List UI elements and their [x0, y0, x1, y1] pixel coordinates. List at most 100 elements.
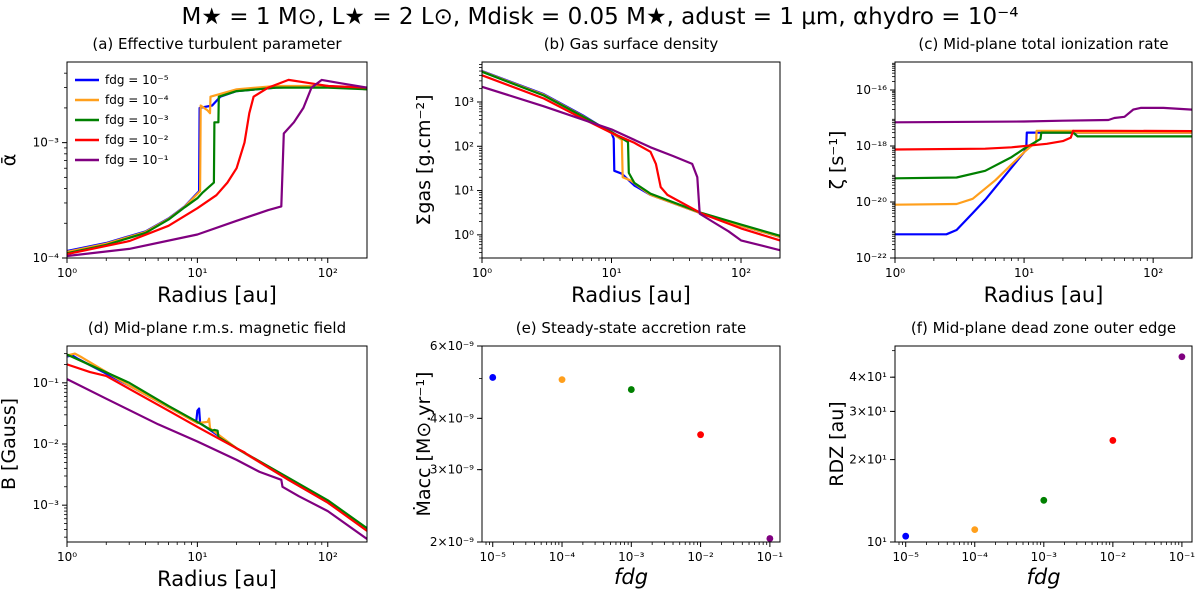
series-line-3 — [67, 78, 367, 256]
panel-a-frame — [66, 61, 368, 259]
x-tick-label: 10¹ — [1014, 266, 1034, 280]
panel-b-frame — [481, 61, 781, 259]
panel-e-title: (e) Steady-state accretion rate — [516, 319, 747, 337]
y-tick-label: 3×10¹ — [849, 404, 887, 418]
x-tick-label: 10⁻³ — [618, 550, 645, 564]
scatter-point-1 — [971, 526, 979, 533]
series-line-3 — [895, 129, 1192, 151]
x-tick-label: 10⁰ — [57, 266, 77, 280]
y-tick-label: 10³ — [454, 95, 474, 109]
x-tick-label: 10⁻⁴ — [962, 550, 989, 564]
series-line-4 — [67, 378, 367, 540]
scatter-point-0 — [902, 532, 910, 540]
panel-d-frame — [66, 345, 368, 543]
y-tick-label: 10⁻² — [33, 437, 60, 451]
panel-c-title: (c) Mid-plane total ionization rate — [918, 35, 1168, 53]
scatter-point-0 — [489, 374, 497, 381]
panel-b-title: (b) Gas surface density — [544, 35, 719, 53]
series-line-2 — [895, 131, 1192, 180]
series-line-4 — [67, 78, 367, 258]
scatter-point-3 — [1109, 437, 1117, 444]
legend-label: fdg = 10⁻⁵ — [105, 73, 169, 87]
x-tick-label: 10⁰ — [57, 550, 77, 564]
y-tick-label: 10⁻³ — [33, 136, 60, 150]
panel-a-ylabel: ᾱ — [0, 154, 20, 167]
x-tick-label: 10⁻² — [1100, 550, 1127, 564]
y-tick-label: 10¹ — [454, 184, 474, 198]
series-line-3 — [67, 363, 367, 532]
y-tick-label: 10⁻⁴ — [33, 251, 60, 265]
x-tick-label: 10⁰ — [885, 266, 905, 280]
x-tick-label: 10¹ — [187, 550, 207, 564]
panel-f-title: (f) Mid-plane dead zone outer edge — [911, 319, 1176, 337]
panel-c-xlabel: Radius [au] — [984, 283, 1104, 307]
panel-a: (a) Effective turbulent parameter Radius … — [0, 35, 368, 307]
x-tick-label: 10² — [318, 266, 338, 280]
panel-d-ylabel: B [Gauss] — [0, 398, 20, 490]
legend-label: fdg = 10⁻¹ — [105, 153, 169, 167]
legend-label: fdg = 10⁻³ — [105, 113, 169, 127]
y-tick-label: 4×10⁻⁹ — [430, 411, 474, 425]
scatter-point-2 — [1040, 496, 1048, 504]
x-tick-label: 10¹ — [187, 266, 207, 280]
panel-e-xlabel: fdg — [614, 565, 648, 589]
x-tick-label: 10⁻¹ — [1169, 550, 1196, 564]
panel-d-xlabel: Radius [au] — [157, 567, 277, 591]
x-tick-label: 10⁻⁵ — [480, 550, 507, 564]
series-line-0 — [67, 84, 367, 253]
series-line-0 — [482, 69, 780, 238]
y-tick-label: 2×10⁻⁹ — [430, 535, 474, 549]
panel-b-ylabel: Σgas [g.cm⁻²] — [413, 94, 435, 225]
series-line-2 — [67, 86, 367, 255]
panel-e: (e) Steady-state accretion rate fdg Ṁacc [… — [412, 319, 783, 589]
y-tick-label: 2×10¹ — [849, 453, 887, 467]
x-tick-label: 10⁻⁴ — [549, 550, 576, 564]
panel-b-xlabel: Radius [au] — [571, 283, 691, 307]
panel-c-frame — [894, 61, 1193, 259]
series-line-2 — [67, 353, 367, 530]
x-tick-label: 10⁰ — [472, 266, 492, 280]
panel-e-frame — [481, 345, 781, 543]
panel-f-xlabel: fdg — [1026, 565, 1060, 589]
panel-f-frame — [894, 345, 1193, 543]
y-tick-label: 10¹ — [867, 535, 887, 549]
panel-b: (b) Gas surface density Radius [au] Σgas [… — [413, 35, 781, 307]
scatter-point-4 — [1178, 353, 1186, 361]
panel-a-xlabel: Radius [au] — [157, 283, 277, 307]
x-tick-label: 10⁻² — [687, 550, 714, 564]
y-tick-label: 10⁰ — [454, 228, 474, 242]
scatter-point-3 — [697, 431, 704, 439]
y-tick-label: 10⁻²⁰ — [856, 195, 887, 209]
series-line-3 — [482, 74, 780, 242]
panel-c: (c) Mid-plane total ionization rate Radiu… — [826, 35, 1193, 307]
y-tick-label: 10⁻²² — [856, 251, 887, 265]
y-tick-label: 4×10¹ — [849, 370, 887, 384]
series-line-0 — [895, 131, 1192, 236]
x-tick-label: 10¹ — [601, 266, 621, 280]
y-tick-label: 10⁻¹⁶ — [856, 83, 887, 97]
y-tick-label: 10² — [454, 139, 474, 153]
series-line-0 — [67, 354, 367, 531]
legend-label: fdg = 10⁻² — [105, 133, 169, 147]
series-line-1 — [482, 70, 780, 238]
panel-a-title: (a) Effective turbulent parameter — [92, 35, 342, 53]
panel-d: (d) Mid-plane r.m.s. magnetic field Radiu… — [0, 319, 368, 591]
series-line-4 — [482, 85, 780, 252]
x-tick-label: 10⁻⁵ — [892, 550, 919, 564]
legend: fdg = 10⁻⁵ fdg = 10⁻⁴ fdg = 10⁻³ fdg = 10⁻²… — [75, 73, 169, 167]
series-line-4 — [895, 106, 1192, 124]
y-tick-label: 10⁻¹⁸ — [856, 139, 887, 153]
x-tick-label: 10² — [731, 266, 751, 280]
series-line-2 — [482, 70, 780, 237]
x-tick-label: 10⁻³ — [1031, 550, 1058, 564]
y-tick-label: 3×10⁻⁹ — [430, 463, 474, 477]
y-tick-label: 10⁻³ — [33, 498, 60, 512]
scatter-point-2 — [627, 386, 635, 393]
scatter-point-4 — [766, 535, 774, 542]
x-tick-label: 10² — [318, 550, 338, 564]
y-tick-label: 6×10⁻⁹ — [430, 339, 474, 353]
x-tick-label: 10⁻¹ — [757, 550, 784, 564]
series-line-1 — [895, 129, 1192, 206]
legend-label: fdg = 10⁻⁴ — [105, 93, 169, 107]
